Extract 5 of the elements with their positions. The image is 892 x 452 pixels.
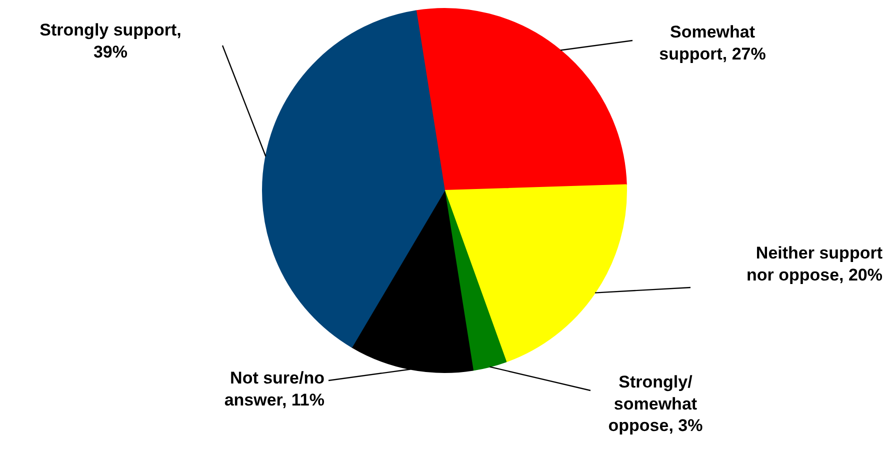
slice-label: Somewhat support, 27% [659, 22, 766, 64]
slice-label: Neither support nor oppose, 20% [746, 244, 883, 284]
slice-label: Strongly support, 39% [40, 20, 182, 62]
slice-label: Strongly/somewhat oppose, 3% [608, 372, 703, 436]
slice-label: Not sure/no answer, 11% [224, 368, 325, 410]
